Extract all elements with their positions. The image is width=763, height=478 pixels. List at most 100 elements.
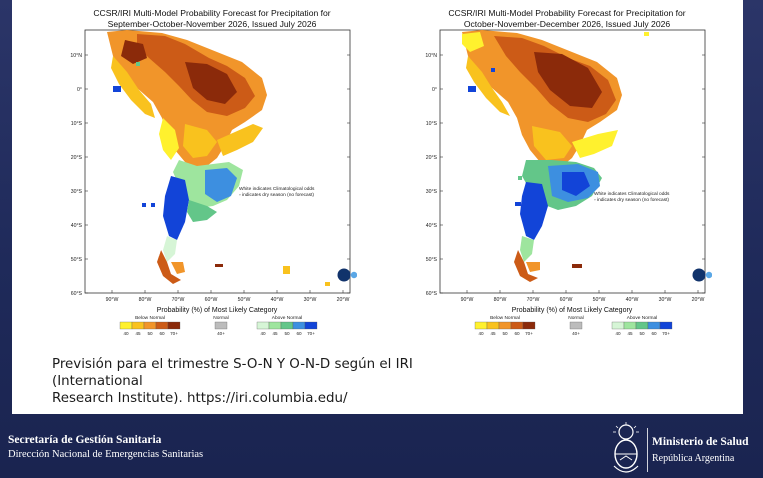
legend-swatch-below xyxy=(131,321,145,330)
legend-above-label: Above Normal xyxy=(272,315,302,321)
legend-swatch-above xyxy=(268,321,282,330)
longitude-labels: 90°W 80°W 70°W 60°W 50°W 40°W 30°W 20°W xyxy=(461,297,705,303)
longitude-labels: 90°W 80°W 70°W 60°W 50°W 40°W 30°W 20°W xyxy=(106,297,350,303)
legend-below-label: Below Normal xyxy=(490,315,520,321)
map-note-line2: ▫ indicates dry season (no forecast) xyxy=(594,197,669,203)
latitude-labels: 10°N 0° 10°S 20°S 30°S 40°S 50°S 60°S xyxy=(425,53,437,297)
republic-name: República Argentina xyxy=(652,453,735,464)
latitude-labels: 10°N 0° 10°S 20°S 30°S 40°S 50°S 60°S xyxy=(70,53,82,297)
legend-swatch-above xyxy=(623,321,637,330)
precip-field xyxy=(107,30,267,284)
lon-label: 70°W xyxy=(527,297,540,303)
legend-swatch-above xyxy=(280,321,294,330)
lon-label: 50°W xyxy=(238,297,251,303)
legend-swatch-below xyxy=(498,321,512,330)
legend-tick-normal: 40+ xyxy=(572,331,580,336)
map-note-line2: ▫ indicates dry season (no forecast) xyxy=(239,192,314,198)
lon-label: 30°W xyxy=(304,297,317,303)
legend-tick-below: 40 xyxy=(478,331,484,336)
lon-label: 90°W xyxy=(106,297,119,303)
legend: Below Normal 40 45 50 60 70+ Normal 40+ Above No… xyxy=(119,315,318,336)
lat-label: 50°S xyxy=(426,257,438,263)
lon-label: 50°W xyxy=(593,297,606,303)
map-title-line1: CCSR/IRI Multi-Model Probability Forecas… xyxy=(93,8,330,18)
legend-below-label: Below Normal xyxy=(135,315,165,321)
legend-tick-above: 50 xyxy=(284,331,290,336)
lat-label: 10°N xyxy=(70,53,82,59)
lon-label: 90°W xyxy=(461,297,474,303)
lat-label: 40°S xyxy=(71,223,83,229)
legend-heading: Probability (%) of Most Likely Category xyxy=(512,307,633,314)
map-title-line2: October-November-December 2026, Issued J… xyxy=(464,19,671,29)
legend-tick-above: 70+ xyxy=(662,331,670,336)
iri-logo-icon xyxy=(337,268,351,282)
legend-tick-below: 50 xyxy=(502,331,508,336)
legend-swatch-below xyxy=(522,321,536,330)
lat-label: 30°S xyxy=(426,189,438,195)
map-title-line1: CCSR/IRI Multi-Model Probability Forecas… xyxy=(448,8,685,18)
forecast-map-son: CCSR/IRI Multi-Model Probability Forecas… xyxy=(70,8,357,336)
legend-swatch-above xyxy=(647,321,661,330)
lon-label: 60°W xyxy=(205,297,218,303)
legend-tick-above: 60 xyxy=(296,331,302,336)
legend-tick-above: 45 xyxy=(627,331,633,336)
legend-swatch-below xyxy=(143,321,157,330)
iri-logo-icon xyxy=(692,268,706,282)
map-panel-son: CCSR/IRI Multi-Model Probability Forecas… xyxy=(67,0,357,340)
legend-tick-above: 50 xyxy=(639,331,645,336)
legend-swatch-above xyxy=(611,321,625,330)
lat-label: 20°S xyxy=(426,155,438,161)
legend-tick-below: 40 xyxy=(123,331,129,336)
forecast-map-ond: CCSR/IRI Multi-Model Probability Forecas… xyxy=(425,8,712,336)
legend-tick-above: 45 xyxy=(272,331,278,336)
caption-line2: (International xyxy=(52,374,143,389)
legend-tick-above: 70+ xyxy=(307,331,315,336)
legend-swatch-above xyxy=(292,321,306,330)
legend-swatch-below xyxy=(155,321,169,330)
legend-tick-below: 70+ xyxy=(525,331,533,336)
legend-tick-normal: 40+ xyxy=(217,331,225,336)
legend-normal-label: Normal xyxy=(213,315,228,321)
legend-tick-below: 45 xyxy=(135,331,141,336)
legend-heading: Probability (%) of Most Likely Category xyxy=(157,307,278,314)
lon-label: 70°W xyxy=(172,297,185,303)
caption-line3: Research Institute). https://iri.columbi… xyxy=(52,391,348,406)
legend-tick-below: 60 xyxy=(159,331,165,336)
argentina-coat-of-arms-icon xyxy=(613,422,639,473)
legend-normal-label: Normal xyxy=(568,315,583,321)
legend-swatch-below xyxy=(119,321,133,330)
legend-swatch-normal xyxy=(569,321,583,330)
lat-label: 60°S xyxy=(71,291,83,297)
legend-swatch-normal xyxy=(214,321,228,330)
legend-tick-above: 60 xyxy=(651,331,657,336)
legend-swatch-above xyxy=(635,321,649,330)
lat-label: 20°S xyxy=(71,155,83,161)
footer-divider xyxy=(647,428,648,472)
lat-label: 30°S xyxy=(71,189,83,195)
map-note-line1: White indicates Climatological odds xyxy=(239,186,315,192)
caption-line1: Previsión para el trimestre S-O-N Y O-N-… xyxy=(52,357,413,372)
lon-label: 40°W xyxy=(626,297,639,303)
org-line1: Secretaría de Gestión Sanitaria xyxy=(8,434,162,446)
legend-tick-below: 60 xyxy=(514,331,520,336)
org-line2: Dirección Nacional de Emergencias Sanita… xyxy=(8,449,204,460)
precip-field xyxy=(462,30,622,282)
lat-label: 0° xyxy=(432,87,437,93)
lon-label: 20°W xyxy=(337,297,350,303)
tick-marks xyxy=(85,54,350,294)
legend-swatch-below xyxy=(167,321,181,330)
footer-ministry: Ministerio de Salud República Argentina xyxy=(608,420,760,476)
slide-content: CCSR/IRI Multi-Model Probability Forecas… xyxy=(12,0,743,414)
legend-tick-above: 40 xyxy=(615,331,621,336)
ministry-name: Ministerio de Salud xyxy=(652,436,749,448)
map-panel-ond: CCSR/IRI Multi-Model Probability Forecas… xyxy=(422,0,712,340)
lat-label: 10°N xyxy=(425,53,437,59)
legend-swatch-below xyxy=(474,321,488,330)
footer-organization: Secretaría de Gestión Sanitaria Direcció… xyxy=(8,434,203,460)
caption-text: Previsión para el trimestre S-O-N Y O-N-… xyxy=(52,356,432,407)
lat-label: 0° xyxy=(77,87,82,93)
lat-label: 50°S xyxy=(71,257,83,263)
lat-label: 60°S xyxy=(426,291,438,297)
legend-swatch-below xyxy=(486,321,500,330)
legend-swatch-below xyxy=(510,321,524,330)
